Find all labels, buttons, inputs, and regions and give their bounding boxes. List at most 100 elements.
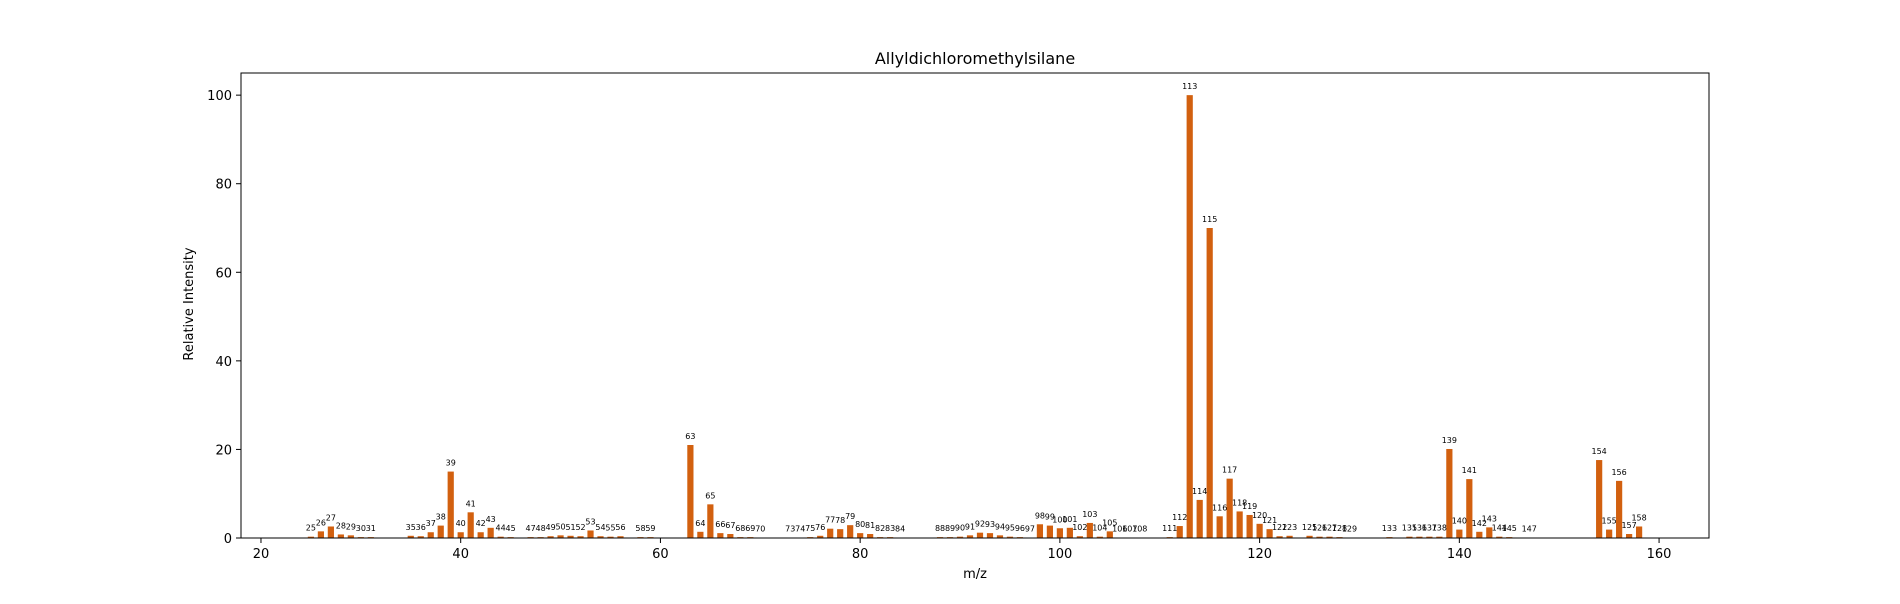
bar-mz-95: [1006, 536, 1014, 538]
peak-label: 97: [1025, 525, 1035, 534]
peak-label: 158: [1631, 513, 1646, 522]
bar-mz-54: [597, 536, 604, 538]
bar-mz-39: [447, 471, 454, 538]
peak-label: 82: [875, 524, 885, 533]
peak-label: 113: [1182, 82, 1197, 91]
peak-label: 40: [456, 519, 466, 528]
peak-label: 64: [695, 519, 705, 528]
bar-mz-156: [1616, 480, 1623, 538]
bar-mz-116: [1216, 516, 1223, 538]
bar-mz-112: [1176, 526, 1183, 538]
peak-label: 96: [1015, 524, 1025, 533]
peak-label: 126: [1312, 524, 1327, 533]
bar-mz-80: [857, 533, 864, 538]
x-tick-label: 20: [253, 547, 270, 562]
peak-label: 117: [1222, 466, 1237, 475]
peak-label: 100: [1052, 515, 1067, 524]
bar-mz-41: [467, 512, 474, 538]
bar-mz-26: [317, 531, 324, 538]
peak-label: 89: [945, 524, 955, 533]
bar-mz-66: [717, 533, 724, 538]
peak-label: 122: [1272, 523, 1287, 532]
peak-label: 95: [1005, 524, 1015, 533]
peak-label: 77: [825, 516, 835, 525]
x-tick-label: 60: [652, 547, 669, 562]
x-tick-label: 40: [452, 547, 469, 562]
bar-mz-142: [1476, 531, 1483, 538]
bar-mz-25: [307, 536, 315, 538]
bar-mz-123: [1286, 535, 1293, 538]
x-tick-label: 100: [1047, 547, 1072, 562]
peak-label: 142: [1472, 519, 1487, 528]
bar-mz-37: [427, 532, 434, 538]
bar-mz-79: [847, 525, 854, 538]
bar-mz-115: [1206, 228, 1213, 538]
bar-mz-117: [1226, 478, 1233, 538]
bar-mz-44: [497, 536, 504, 538]
bar-mz-64: [697, 531, 704, 538]
peak-label: 123: [1282, 523, 1297, 532]
peak-label: 37: [426, 519, 436, 528]
peak-label: 39: [446, 459, 456, 468]
bar-mz-35: [407, 535, 414, 538]
bar-mz-136: [1416, 536, 1423, 538]
peak-label: 105: [1102, 518, 1117, 527]
peak-label: 106: [1112, 525, 1127, 534]
bar-mz-28: [337, 534, 344, 538]
bar-mz-101: [1066, 527, 1073, 538]
peak-label: 73: [785, 525, 795, 534]
peak-label: 65: [705, 491, 715, 500]
peak-label: 53: [585, 517, 595, 526]
peak-label: 136: [1412, 524, 1427, 533]
bar-mz-99: [1046, 525, 1053, 538]
y-tick-label: 20: [215, 443, 232, 458]
y-tick-label: 40: [215, 355, 232, 370]
peak-label: 68: [735, 524, 745, 533]
bar-mz-81: [867, 534, 874, 538]
peak-label: 111: [1162, 524, 1177, 533]
bar-mz-118: [1236, 511, 1243, 538]
peak-label: 91: [965, 522, 975, 531]
bar-mz-94: [996, 535, 1004, 538]
peak-label: 79: [845, 512, 855, 521]
peak-label: 54: [595, 523, 605, 532]
bar-mz-43: [487, 527, 494, 538]
bar-mz-119: [1246, 514, 1253, 538]
peak-label: 80: [855, 520, 865, 529]
peak-label: 128: [1332, 524, 1347, 533]
y-tick-label: 0: [224, 532, 232, 547]
peak-label: 66: [715, 520, 725, 529]
peak-label: 129: [1342, 525, 1357, 534]
peak-label: 25: [306, 524, 316, 533]
peak-label: 133: [1382, 524, 1397, 533]
peak-label: 141: [1462, 466, 1477, 475]
peak-label: 103: [1082, 510, 1097, 519]
bar-mz-29: [347, 535, 354, 538]
peak-label: 51: [565, 523, 575, 532]
peak-label: 70: [755, 525, 765, 534]
peak-label: 135: [1402, 524, 1417, 533]
bar-mz-155: [1606, 529, 1613, 538]
peak-label: 48: [535, 524, 545, 533]
peak-label: 144: [1492, 524, 1507, 533]
bar-mz-102: [1076, 536, 1083, 538]
peak-label: 156: [1611, 468, 1626, 477]
bar-mz-92: [976, 532, 984, 538]
bar-mz-67: [727, 534, 734, 538]
peak-label: 139: [1442, 436, 1457, 445]
peak-label: 104: [1092, 524, 1107, 533]
peak-label: 35: [406, 523, 416, 532]
peak-label: 92: [975, 520, 985, 529]
peak-label: 26: [316, 518, 326, 527]
bar-mz-100: [1056, 528, 1063, 538]
bar-mz-52: [577, 536, 584, 538]
peak-label: 31: [366, 524, 376, 533]
peak-label: 52: [575, 523, 585, 532]
bar-mz-91: [966, 535, 974, 538]
peak-label: 155: [1601, 517, 1616, 526]
peak-label: 27: [326, 513, 336, 522]
bar-mz-53: [587, 530, 594, 538]
y-tick-label: 60: [215, 266, 232, 281]
peak-label: 121: [1262, 516, 1277, 525]
x-tick-label: 160: [1647, 547, 1672, 562]
